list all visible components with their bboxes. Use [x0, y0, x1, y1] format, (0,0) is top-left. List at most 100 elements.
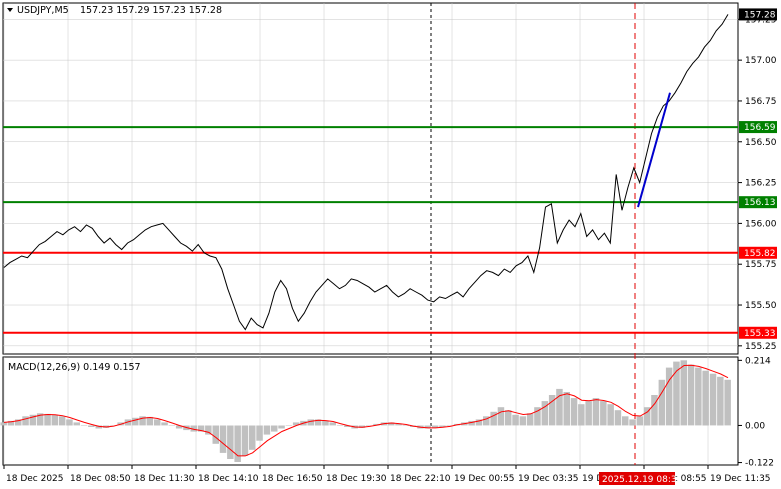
- level-lines: [3, 126, 738, 334]
- macd-bar: [29, 414, 37, 426]
- macd-bar: [292, 422, 300, 426]
- macd-bar: [124, 419, 132, 426]
- macd-bar: [658, 379, 666, 426]
- macd-bar: [146, 416, 154, 426]
- macd-bar: [585, 401, 592, 426]
- macd-bar: [424, 425, 431, 429]
- ohlc-values: 157.23 157.29 157.23 157.28: [80, 5, 222, 16]
- macd-bar: [212, 425, 219, 444]
- macd-bar: [505, 410, 512, 426]
- macd-bar: [614, 410, 622, 426]
- macd-bar: [600, 401, 607, 426]
- level-tag: [739, 246, 777, 259]
- macd-bar: [205, 425, 212, 435]
- macd-bar: [336, 425, 344, 426]
- level-tag-label: 156.59: [744, 123, 776, 133]
- macd-bar: [263, 425, 271, 435]
- time-tick-label: 19 Dec 11:35: [710, 474, 771, 484]
- macd-bar: [490, 411, 497, 426]
- macd-bar: [190, 425, 197, 432]
- macd-bar: [271, 425, 278, 432]
- time-tick-label: 19 Dec: [582, 474, 614, 484]
- macd-bar: [36, 413, 44, 426]
- macd-bar: [15, 419, 22, 426]
- price-axis[interactable]: 157.25157.00156.75156.50156.25156.00155.…: [738, 15, 777, 352]
- macd-bar: [278, 425, 285, 429]
- macd-bar: [431, 425, 439, 428]
- macd-bar: [241, 425, 249, 456]
- macd-bar: [709, 373, 717, 426]
- macd-bar: [307, 419, 314, 426]
- macd-bar: [607, 404, 614, 426]
- macd-bar: [58, 416, 66, 426]
- macd-bar: [534, 407, 541, 426]
- macd-bar: [256, 425, 263, 441]
- macd-bar: [519, 416, 527, 426]
- macd-bar: [526, 413, 534, 426]
- macd-bar: [44, 413, 51, 426]
- macd-bar: [234, 425, 241, 462]
- macd-bar: [468, 420, 475, 426]
- macd-bar: [556, 388, 563, 426]
- macd-bar: [629, 419, 636, 426]
- macd-bar: [139, 416, 146, 426]
- macd-bar: [665, 367, 673, 426]
- macd-bar: [358, 425, 366, 428]
- macd-bar: [73, 422, 80, 426]
- macd-bar: [95, 425, 102, 429]
- macd-bar: [80, 425, 88, 426]
- macd-bar: [592, 398, 600, 426]
- time-tick-label: 18 Dec 11:30: [134, 474, 195, 484]
- macd-bar: [227, 425, 234, 459]
- symbol-timeframe: USDJPY,M5: [17, 5, 69, 16]
- macd-bar: [66, 419, 73, 426]
- macd-bar: [687, 364, 695, 426]
- macd-signal-line: [3, 364, 729, 457]
- macd-bar: [175, 425, 183, 429]
- macd-bar: [388, 422, 395, 426]
- macd-bar: [475, 419, 483, 426]
- macd-histogram: [0, 360, 731, 462]
- macd-bar: [51, 414, 59, 426]
- macd-bar: [512, 414, 519, 426]
- price-tick-label: 157.00: [745, 56, 777, 66]
- macd-bar: [322, 420, 329, 426]
- macd-axis[interactable]: 0.214 0.00 -0.122: [738, 356, 774, 469]
- time-axis[interactable]: 18 Dec 2025 18 Dec 08:50 18 Dec 11:30 18 De…: [3, 465, 771, 485]
- time-tick-label: 18 Dec 22:10: [390, 474, 451, 484]
- macd-bar: [483, 416, 490, 426]
- macd-bar: [168, 425, 176, 426]
- trendline[interactable]: [637, 92, 671, 208]
- price-tick-label: 156.75: [745, 97, 777, 107]
- macd-bar: [22, 416, 29, 426]
- macd-bar: [7, 420, 15, 426]
- time-tick-label: 18 Dec 2025: [6, 474, 64, 484]
- macd-bar: [366, 425, 373, 426]
- macd-bar: [717, 376, 724, 426]
- macd-bar: [680, 360, 687, 426]
- level-tag-label: 156.13: [744, 198, 776, 208]
- current-price-label: 157.28: [744, 10, 776, 20]
- macd-bar: [563, 392, 570, 426]
- price-tick-label: 156.25: [745, 179, 777, 189]
- price-tick-label: 155.50: [745, 301, 777, 311]
- price-tick-label: 156.00: [745, 219, 777, 229]
- macd-tick-label: 0.00: [745, 421, 765, 431]
- macd-bar: [132, 417, 139, 426]
- main-panel-frame: [2, 2, 739, 355]
- macd-bar: [197, 425, 205, 432]
- macd-tick-label: -0.122: [745, 459, 774, 469]
- macd-bar: [154, 419, 161, 426]
- macd-bar: [161, 422, 168, 426]
- macd-bar: [314, 419, 322, 426]
- macd-bar: [395, 423, 402, 426]
- macd-bar: [446, 425, 453, 426]
- price-tick-label: 156.50: [745, 138, 777, 148]
- macd-bar: [249, 425, 256, 450]
- triangle-down-icon[interactable]: [7, 8, 13, 12]
- macd-bar: [702, 370, 709, 426]
- price-tags: 156.59 156.13 155.82 155.33 157.28: [739, 8, 777, 339]
- time-tick-label: 18 Dec 14:10: [198, 474, 259, 484]
- level-tag: [739, 326, 777, 339]
